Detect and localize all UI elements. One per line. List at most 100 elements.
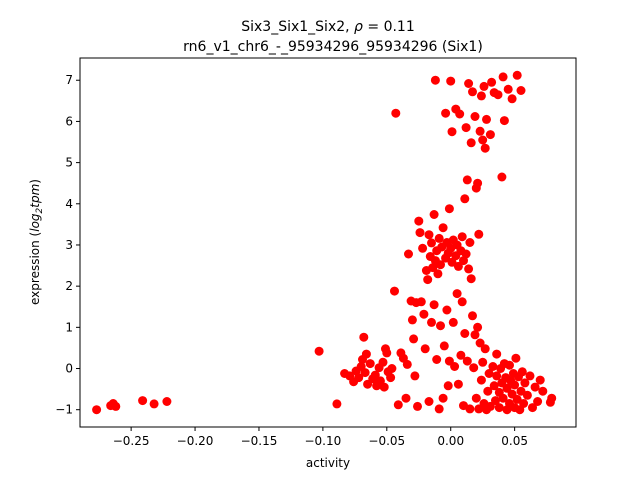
data-point: [511, 353, 521, 363]
data-point: [507, 94, 517, 104]
data-point: [423, 275, 433, 285]
data-point: [391, 108, 401, 118]
data-point: [420, 344, 430, 354]
y-tick-label: 2: [65, 279, 73, 293]
data-point: [503, 84, 513, 94]
data-point: [479, 81, 489, 91]
data-point: [138, 396, 148, 406]
data-point: [461, 123, 471, 133]
data-point: [468, 311, 477, 321]
data-point: [414, 216, 424, 226]
data-point: [470, 112, 480, 121]
x-tick-label: −0.05: [368, 434, 405, 448]
data-point: [379, 382, 389, 392]
data-point: [387, 364, 397, 373]
data-point: [162, 397, 172, 406]
data-point: [474, 229, 484, 239]
data-point: [424, 397, 434, 406]
data-point: [480, 143, 490, 153]
data-point: [456, 350, 466, 360]
x-tick-label: −0.20: [177, 434, 214, 448]
data-point: [149, 399, 159, 409]
data-point: [547, 393, 557, 403]
data-point: [497, 172, 507, 182]
data-point: [470, 330, 480, 340]
data-point: [452, 289, 462, 299]
data-point: [434, 233, 444, 243]
data-point: [535, 375, 545, 385]
data-point: [493, 90, 503, 100]
y-tick-label: 5: [65, 156, 73, 170]
data-point: [455, 109, 465, 119]
data-point: [516, 386, 526, 396]
data-point: [530, 382, 540, 392]
data-point: [473, 178, 483, 188]
data-point: [516, 86, 526, 95]
data-point: [471, 393, 481, 403]
data-point: [512, 70, 522, 80]
data-point: [453, 379, 463, 389]
data-point: [404, 249, 413, 259]
data-point: [438, 393, 448, 403]
data-point: [418, 243, 428, 253]
data-point: [446, 76, 456, 86]
data-point: [498, 72, 508, 82]
data-point: [489, 381, 499, 391]
data-point: [427, 238, 436, 248]
data-point: [402, 359, 412, 369]
data-point: [492, 349, 502, 359]
data-point: [483, 386, 493, 396]
data-point: [462, 175, 472, 185]
data-point: [447, 127, 457, 137]
data-point: [370, 370, 380, 380]
data-point: [413, 401, 422, 411]
y-tick-label: −1: [55, 403, 73, 417]
x-axis-ticks: −0.25 −0.20 −0.15 −0.10 −0.05 0.00 0.05: [113, 427, 528, 448]
data-point: [485, 401, 495, 411]
data-point: [462, 356, 472, 366]
data-point: [492, 371, 502, 381]
data-point: [424, 230, 434, 240]
x-tick-label: 0.00: [437, 434, 464, 448]
y-tick-label: 4: [65, 197, 73, 211]
data-point: [450, 362, 460, 371]
data-point: [443, 381, 453, 391]
data-point: [360, 368, 370, 378]
data-point: [419, 309, 429, 319]
data-point: [494, 403, 504, 413]
data-point: [390, 286, 399, 296]
data-point: [460, 329, 470, 338]
x-tick-label: −0.25: [113, 434, 150, 448]
data-point: [505, 360, 514, 370]
data-point: [502, 383, 512, 393]
data-point: [519, 399, 529, 408]
y-tick-label: 7: [65, 73, 73, 87]
data-point: [469, 363, 479, 373]
data-point: [429, 300, 439, 310]
data-point: [512, 394, 522, 404]
data-point: [409, 334, 419, 344]
data-point: [439, 341, 449, 351]
x-axis-label: activity: [306, 456, 350, 470]
chart-title: Six3_Six1_Six2, ρ = 0.11: [241, 19, 415, 35]
data-point: [427, 317, 436, 327]
data-point: [432, 355, 442, 364]
data-point: [525, 371, 535, 381]
data-point: [436, 260, 445, 270]
data-point: [517, 367, 527, 377]
data-point: [457, 297, 467, 307]
data-point: [434, 404, 444, 414]
data-point: [442, 305, 452, 315]
data-point: [416, 297, 426, 307]
data-point: [359, 332, 369, 342]
data-point: [476, 375, 486, 385]
data-point: [478, 357, 488, 367]
data-point: [487, 77, 497, 87]
data-point: [499, 116, 509, 126]
data-point: [533, 397, 543, 406]
data-point: [476, 91, 486, 101]
data-point: [436, 321, 445, 331]
data-point: [482, 114, 491, 124]
data-point: [438, 223, 448, 233]
